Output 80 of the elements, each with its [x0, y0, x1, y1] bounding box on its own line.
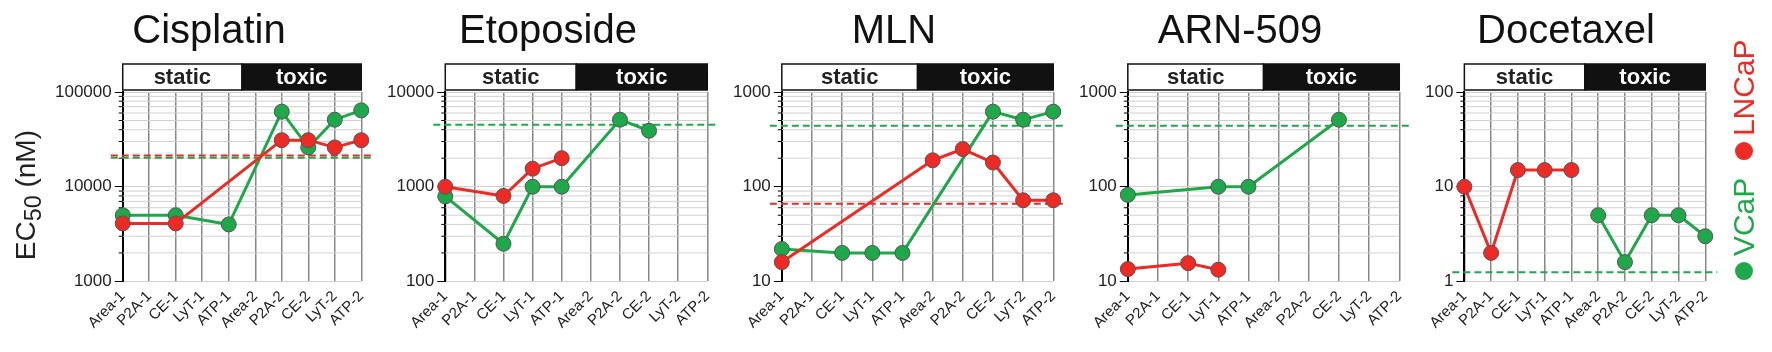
point	[984, 103, 1001, 120]
point	[1643, 207, 1660, 224]
y-tick-label: 10	[1434, 176, 1454, 196]
point	[553, 150, 570, 167]
point	[114, 215, 131, 232]
point	[167, 215, 184, 232]
point	[1240, 178, 1257, 195]
point	[1045, 192, 1062, 209]
text: static	[153, 64, 212, 90]
point	[611, 111, 628, 128]
point	[924, 152, 941, 169]
y-tick-label: 10	[751, 271, 771, 291]
text: LNCaP	[1727, 39, 1761, 137]
text: VCaP	[1727, 178, 1761, 257]
point	[273, 132, 290, 149]
point	[1590, 207, 1607, 224]
y-tick-label: 1000	[73, 271, 112, 291]
chart-title: Cisplatin	[132, 7, 286, 52]
y-tick-label: 100	[1088, 176, 1117, 196]
chart-title: MLN	[851, 7, 937, 52]
point	[220, 216, 237, 233]
text: static	[1495, 64, 1554, 90]
point	[1015, 111, 1032, 128]
point	[1210, 178, 1227, 195]
point	[1119, 261, 1136, 278]
point	[300, 132, 317, 149]
point	[1015, 192, 1032, 209]
point	[1119, 186, 1136, 203]
text: toxic	[275, 64, 328, 90]
y-tick-label: 100	[742, 176, 771, 196]
text: toxic	[1305, 64, 1358, 90]
point	[894, 244, 911, 261]
y-tick-label: 1000	[1078, 81, 1117, 101]
point	[353, 132, 370, 149]
point	[1536, 162, 1553, 179]
text: toxic	[1619, 64, 1671, 90]
point	[954, 141, 971, 158]
point	[1509, 162, 1526, 179]
point	[524, 160, 541, 177]
point	[326, 111, 343, 128]
point	[1330, 111, 1347, 128]
point	[773, 254, 790, 271]
text: static	[482, 64, 540, 90]
point	[1180, 255, 1197, 272]
chart-title: ARN-509	[1157, 7, 1323, 52]
point	[495, 187, 512, 204]
point	[1563, 162, 1580, 179]
y-tick-label: 10000	[386, 81, 435, 101]
y-tick-label: 100	[1424, 81, 1454, 101]
point	[1697, 228, 1714, 245]
y-tick-label: 1000	[396, 176, 435, 196]
y-tick-label: 100000	[54, 81, 112, 101]
y-tick-label: 10	[1097, 271, 1117, 291]
point	[326, 139, 343, 156]
y-tick-label: 10000	[64, 176, 112, 196]
chart-title: Docetaxel	[1477, 7, 1655, 52]
point	[553, 178, 570, 195]
point	[1670, 207, 1687, 224]
point	[864, 244, 881, 261]
point	[1483, 244, 1500, 261]
text: static	[820, 64, 879, 90]
y-tick-label: 100	[405, 271, 435, 291]
text: static	[1166, 64, 1225, 90]
point	[1456, 178, 1473, 195]
point	[984, 154, 1001, 171]
y-tick-label: 1000	[732, 81, 771, 101]
point	[1616, 254, 1633, 271]
point	[495, 235, 512, 252]
point	[437, 178, 454, 195]
text: toxic	[616, 64, 668, 90]
y-tick-label: 1	[1443, 271, 1454, 291]
point	[353, 102, 370, 119]
point	[641, 122, 658, 139]
text: toxic	[959, 64, 1012, 90]
point	[834, 244, 851, 261]
point	[273, 103, 290, 120]
chart-title: Etoposide	[459, 7, 637, 52]
point	[1045, 103, 1062, 120]
point	[1210, 261, 1227, 278]
point	[524, 178, 541, 195]
